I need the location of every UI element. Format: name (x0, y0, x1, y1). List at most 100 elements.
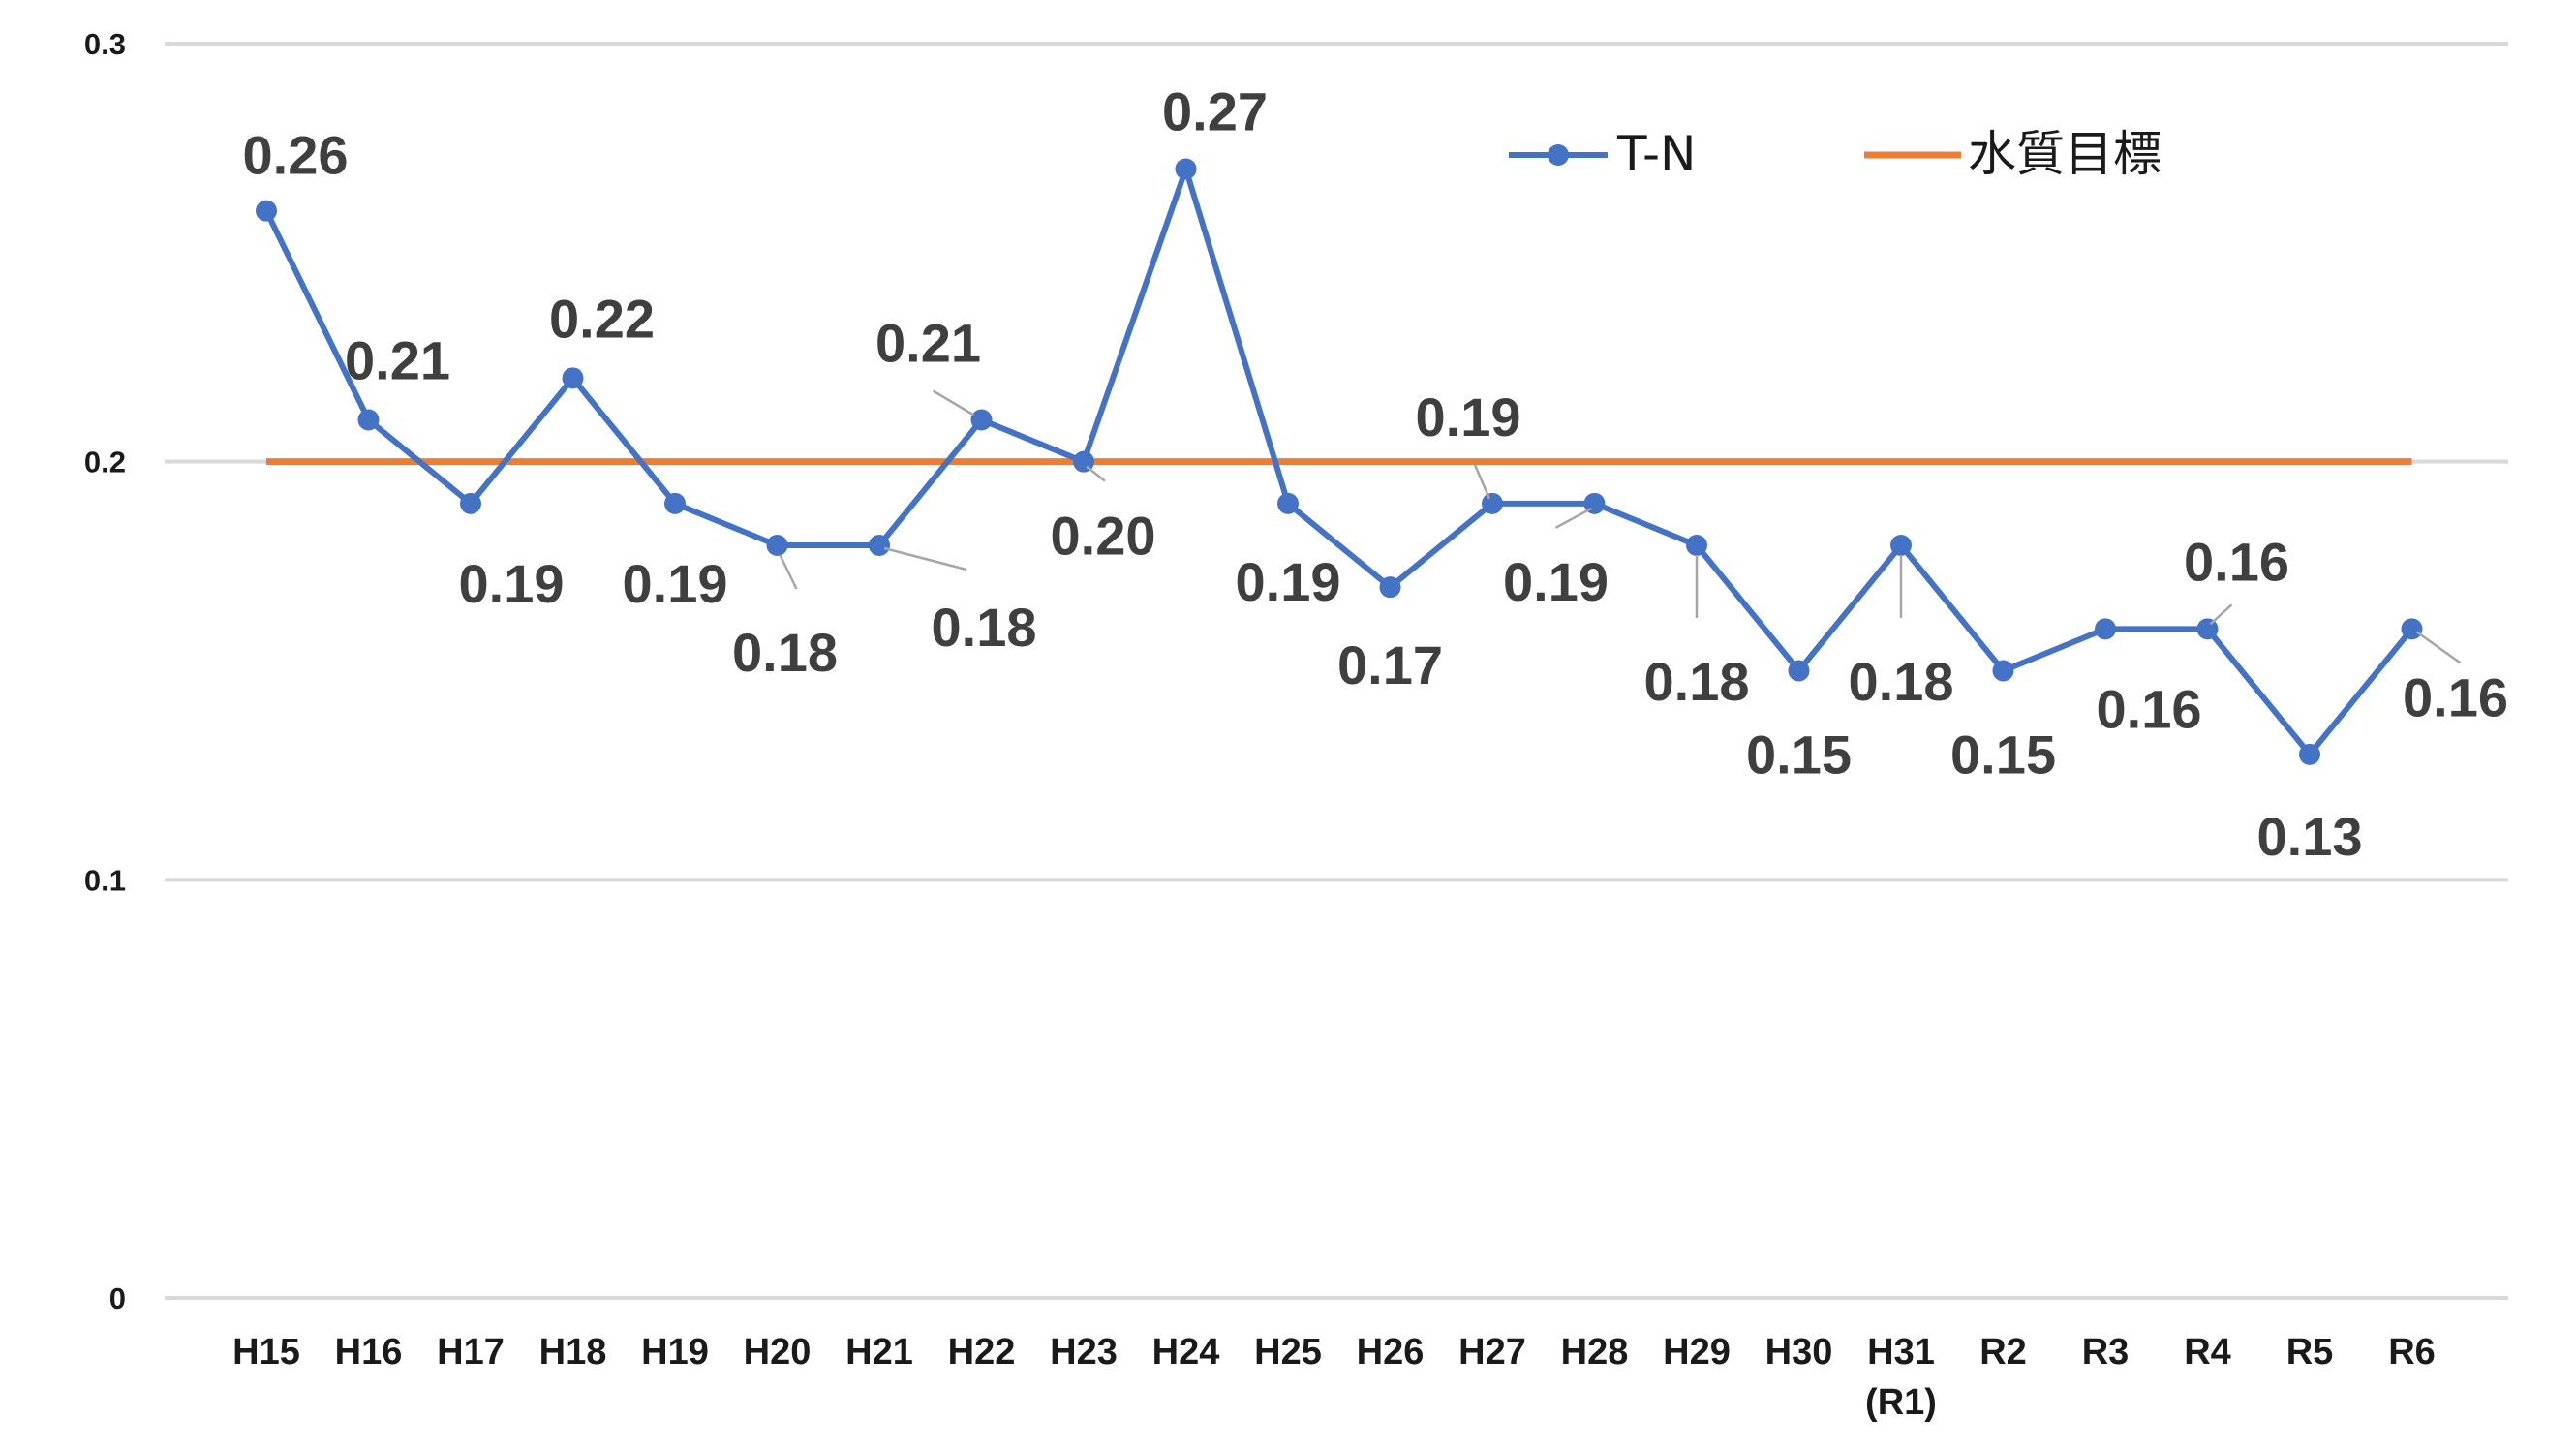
tn-point (766, 535, 788, 556)
x-tick-label: H21 (845, 1332, 913, 1373)
label-leader (932, 389, 975, 416)
data-label: 0.21 (345, 330, 450, 391)
data-label: 0.19 (1416, 386, 1521, 447)
tn-point (1277, 492, 1299, 514)
tn-point (869, 535, 890, 556)
legend-tn-label: T-N (1616, 126, 1696, 182)
x-tick-label: R3 (2082, 1332, 2130, 1373)
x-tick-line: R5 (2286, 1332, 2334, 1373)
y-tick-label: 0.1 (84, 863, 126, 897)
x-tick-line: H18 (539, 1332, 607, 1373)
x-tick-label: H24 (1152, 1332, 1220, 1373)
y-tick-label: 0.2 (84, 446, 126, 479)
x-tick-line: H25 (1254, 1332, 1322, 1373)
data-label: 0.15 (1950, 725, 2056, 786)
x-tick-line: H19 (641, 1332, 709, 1373)
x-tick-label: H20 (744, 1332, 812, 1373)
label-leader (883, 546, 967, 571)
x-tick-line: H28 (1561, 1332, 1629, 1373)
label-leader (1554, 507, 1593, 529)
x-tick-label: H26 (1357, 1332, 1425, 1373)
data-label: 0.19 (1503, 551, 1609, 612)
tn-point (357, 409, 380, 431)
x-tick-label: H19 (641, 1332, 709, 1373)
data-label: 0.16 (2097, 678, 2202, 739)
x-tick-label: H23 (1050, 1332, 1118, 1373)
x-tick-label: R5 (2286, 1332, 2334, 1373)
x-tick-label: H29 (1663, 1332, 1731, 1373)
data-label: 0.19 (623, 553, 728, 614)
x-tick-label: R2 (1979, 1332, 2027, 1373)
data-label: 0.18 (1644, 651, 1750, 712)
x-axis-ticks: H15 H16 H17 H18 H19 H20 H21 H22 H23 H24 H25 H26 H27 H… (232, 1332, 2436, 1423)
label-leader (779, 554, 798, 590)
x-tick-label: H16 (335, 1332, 403, 1373)
x-tick-line: H23 (1050, 1332, 1118, 1373)
x-tick-line: H24 (1152, 1332, 1220, 1373)
tn-point (970, 409, 993, 431)
tn-point (1788, 660, 1810, 682)
data-label: 0.18 (732, 622, 838, 683)
tn-point (1992, 660, 2014, 682)
series (256, 158, 2423, 765)
tn-series-line (263, 166, 2414, 757)
x-tick-label: H31 (R1) (1865, 1332, 1937, 1423)
data-label: 0.20 (1051, 506, 1156, 567)
x-tick-line: H29 (1663, 1332, 1731, 1373)
x-tick-line: R6 (2388, 1332, 2436, 1373)
x-tick-line: R2 (1979, 1332, 2027, 1373)
data-label: 0.16 (2184, 531, 2289, 592)
tn-point (562, 367, 584, 389)
x-tick-line: H16 (335, 1332, 403, 1373)
data-label: 0.27 (1162, 81, 1268, 142)
tn-point (2401, 618, 2423, 640)
data-label: 0.15 (1746, 725, 1852, 786)
x-tick-line: H21 (845, 1332, 913, 1373)
data-label: 0.17 (1337, 634, 1443, 695)
x-tick-line: R4 (2184, 1332, 2231, 1373)
tn-point (1686, 535, 1707, 556)
x-tick-label: H25 (1254, 1332, 1322, 1373)
data-label: 0.13 (2257, 806, 2363, 867)
gridlines (165, 42, 2508, 1300)
data-label: 0.18 (1849, 651, 1954, 712)
label-leader (1086, 465, 1106, 482)
data-label: 0.19 (1236, 551, 1341, 612)
label-leader-lines (779, 389, 2462, 664)
x-tick-label: H22 (948, 1332, 1016, 1373)
x-tick-label: H30 (1765, 1332, 1833, 1373)
x-tick-line: H15 (232, 1332, 300, 1373)
x-tick-line: H17 (437, 1332, 505, 1373)
legend-target-label: 水質目標 (1968, 126, 2162, 182)
x-tick-line: H31 (1867, 1332, 1935, 1373)
x-tick-line: R3 (2082, 1332, 2130, 1373)
tn-point (1890, 535, 1912, 556)
x-tick-line: (R1) (1865, 1382, 1937, 1423)
label-leader (2415, 631, 2462, 664)
x-tick-line: H20 (744, 1332, 812, 1373)
x-tick-line: H30 (1765, 1332, 1833, 1373)
x-tick-label: R6 (2388, 1332, 2436, 1373)
y-axis-ticks: 0 0.1 0.2 0.3 (84, 27, 126, 1315)
x-tick-label: H27 (1458, 1332, 1526, 1373)
tn-point (1482, 492, 1503, 514)
data-label: 0.21 (875, 313, 981, 374)
data-label: 0.16 (2403, 666, 2508, 727)
x-tick-label: H15 (232, 1332, 300, 1373)
y-tick-label: 0.3 (84, 27, 126, 61)
tn-point (2299, 743, 2320, 765)
legend: T-N 水質目標 (1509, 126, 2162, 182)
tn-point (2095, 618, 2116, 640)
data-label: 0.26 (243, 125, 349, 186)
x-tick-line: H27 (1458, 1332, 1526, 1373)
tn-point (1175, 158, 1197, 180)
x-tick-label: R4 (2184, 1332, 2231, 1373)
data-labels: 0.260.210.190.220.190.18 0.180.210.200.27… (243, 81, 2509, 867)
label-leader (2209, 603, 2233, 626)
legend-tn-marker (1548, 144, 1569, 166)
x-tick-line: H22 (948, 1332, 1016, 1373)
data-label: 0.22 (549, 288, 655, 349)
tn-point (1379, 576, 1401, 599)
